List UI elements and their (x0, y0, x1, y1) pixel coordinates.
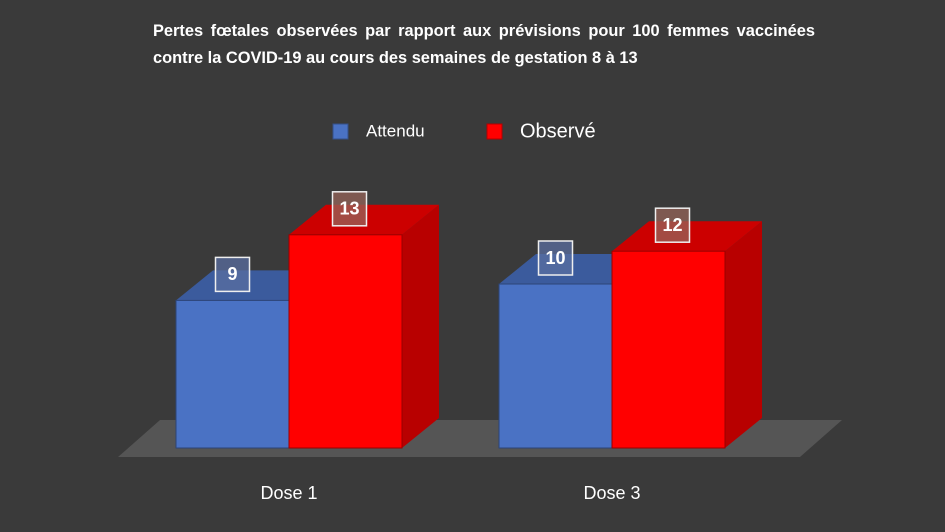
bar (611, 221, 762, 449)
value-label-box (537, 240, 574, 276)
chart-title: Pertes fœtales observées par rapport aux… (153, 22, 815, 67)
value-label: 12 (662, 215, 682, 235)
bar (288, 204, 439, 449)
value-label-box (331, 191, 368, 227)
bar-side (725, 221, 762, 448)
legend-swatch (486, 123, 503, 140)
value-label: 9 (227, 264, 237, 284)
value-label: 10 (545, 248, 565, 268)
bar-front (611, 250, 726, 449)
value-label-box (214, 256, 251, 293)
legend-label: Attendu (366, 121, 425, 140)
bar-front (175, 299, 290, 449)
x-tick-label: Dose 3 (583, 483, 640, 503)
legend-swatch (332, 123, 349, 140)
bar-side (402, 204, 439, 448)
legend-label: Observé (520, 120, 596, 142)
bar-front (288, 234, 403, 449)
x-tick-label: Dose 1 (260, 483, 317, 503)
value-label: 13 (339, 199, 359, 219)
bar-front (498, 283, 613, 449)
value-label-box (654, 207, 691, 243)
